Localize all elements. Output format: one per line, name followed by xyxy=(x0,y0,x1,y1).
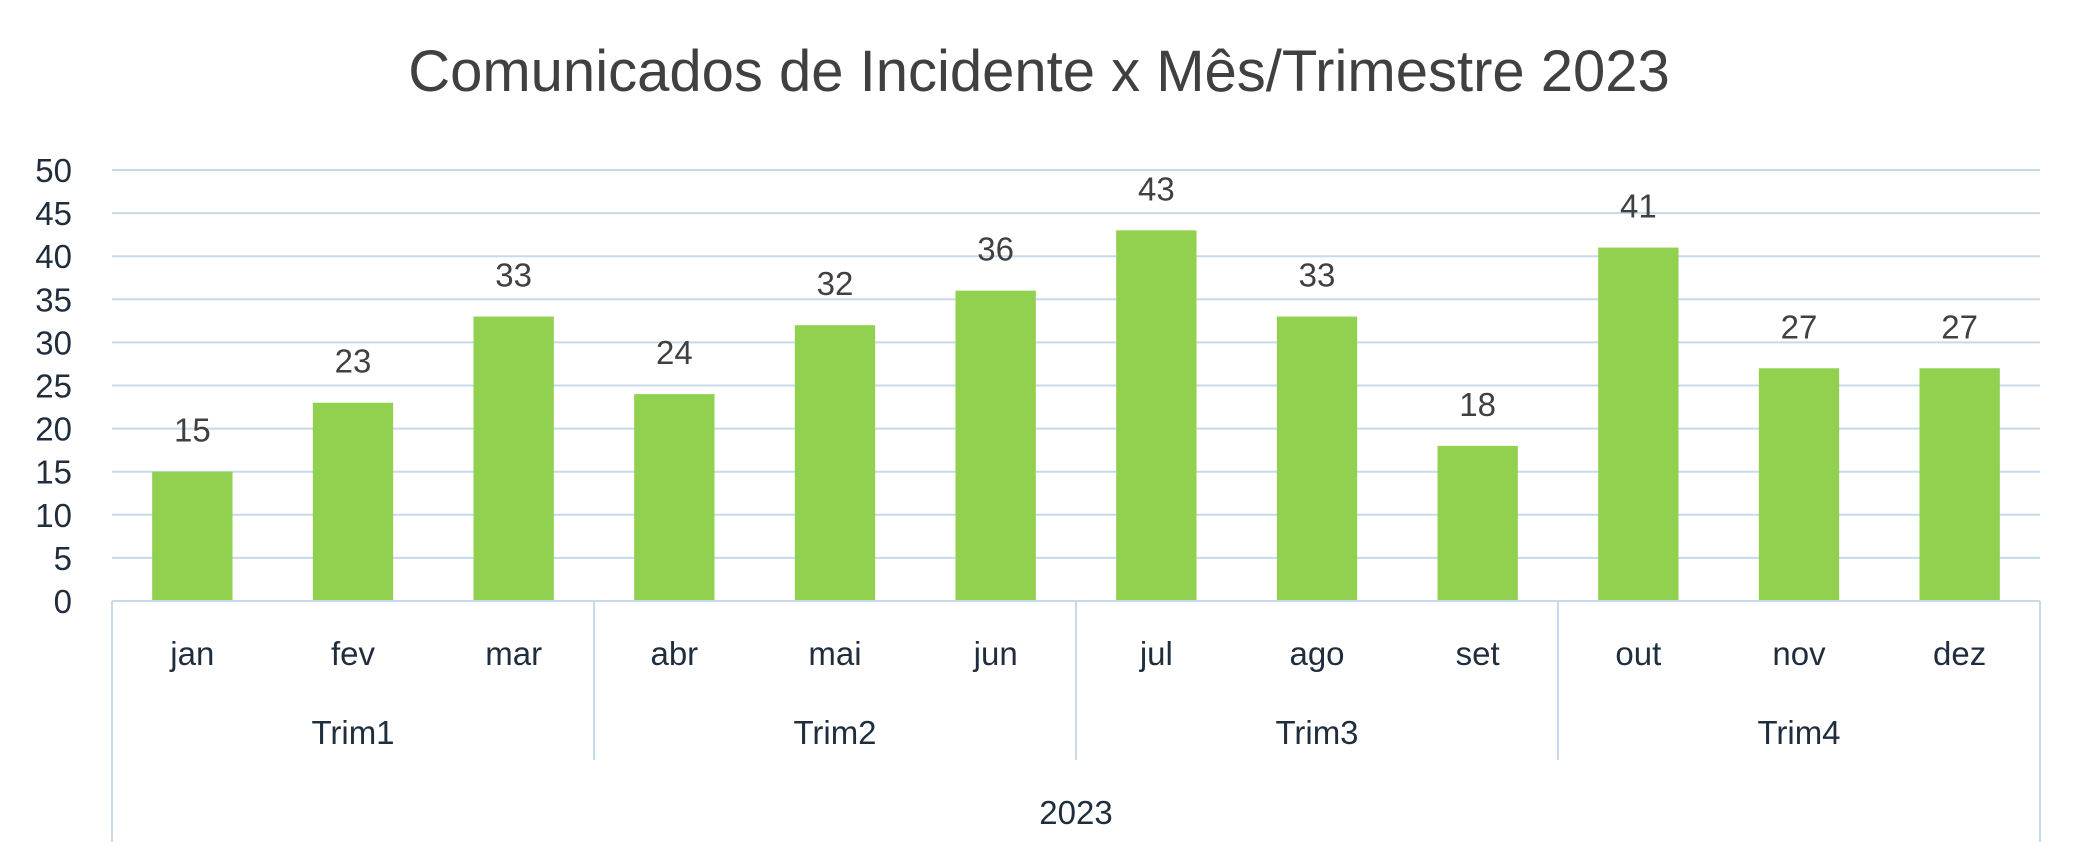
data-label-abr: 24 xyxy=(656,334,693,371)
y-axis-ticks: 0 5 10 15 20 25 30 35 40 45 50 xyxy=(35,152,72,620)
y-tick-label: 0 xyxy=(54,583,72,620)
bar-jul xyxy=(1116,230,1197,601)
x-tick-label-fev: fev xyxy=(331,635,376,672)
bar-ago xyxy=(1276,316,1358,601)
y-tick-label: 30 xyxy=(35,324,72,361)
x-tick-label-out: out xyxy=(1615,635,1661,672)
y-tick-label: 50 xyxy=(35,152,72,189)
y-tick-label: 45 xyxy=(35,195,72,232)
bar-nov xyxy=(1758,368,1840,601)
bars xyxy=(152,230,2000,601)
bar-mar xyxy=(473,316,554,601)
data-label-ago: 33 xyxy=(1299,257,1336,294)
x-tick-label-jan: jan xyxy=(169,635,214,672)
x-tick-label-jul: jul xyxy=(1139,635,1173,672)
y-tick-label: 40 xyxy=(35,238,72,275)
data-label-out: 41 xyxy=(1620,188,1657,225)
data-label-jan: 15 xyxy=(174,412,211,449)
bar-fev xyxy=(312,402,394,601)
data-label-jun: 36 xyxy=(977,231,1014,268)
bar-jun xyxy=(955,290,1036,601)
x-tick-label-jun: jun xyxy=(973,635,1018,672)
x-tick-label-mar: mar xyxy=(485,635,542,672)
quarter-label-Trim2: Trim2 xyxy=(793,714,876,751)
data-label-set: 18 xyxy=(1459,386,1496,423)
data-label-nov: 27 xyxy=(1781,308,1818,345)
quarter-label-Trim3: Trim3 xyxy=(1275,714,1358,751)
x-tick-label-ago: ago xyxy=(1289,635,1344,672)
data-labels: 15 23 33 24 32 36 43 33 18 41 27 27 xyxy=(174,170,1978,448)
data-label-fev: 23 xyxy=(335,343,372,380)
chart-title: Comunicados de Incidente x Mês/Trimestre… xyxy=(408,39,1670,104)
bar-dez xyxy=(1919,368,2000,601)
quarter-label-Trim1: Trim1 xyxy=(311,714,394,751)
y-tick-label: 15 xyxy=(35,454,72,491)
year-label: 2023 xyxy=(1039,794,1112,831)
data-label-dez: 27 xyxy=(1941,308,1978,345)
bar-out xyxy=(1598,247,1679,601)
y-tick-label: 5 xyxy=(54,540,72,577)
y-tick-label: 25 xyxy=(35,368,72,405)
x-tick-label-abr: abr xyxy=(650,635,698,672)
quarter-label-Trim4: Trim4 xyxy=(1757,714,1840,751)
y-tick-label: 35 xyxy=(35,281,72,318)
y-tick-label: 10 xyxy=(35,497,72,534)
category-axis: jan fev mar abr mai jun jul ago set out nov dez Trim… xyxy=(111,600,2041,842)
bar-abr xyxy=(634,394,715,601)
bar-mai xyxy=(794,325,876,601)
x-tick-label-mai: mai xyxy=(808,635,861,672)
gridlines xyxy=(112,169,2040,559)
bar-set xyxy=(1437,445,1518,601)
data-label-mar: 33 xyxy=(495,257,532,294)
x-tick-label-nov: nov xyxy=(1772,635,1826,672)
data-label-jul: 43 xyxy=(1138,170,1175,207)
y-tick-label: 20 xyxy=(35,411,72,448)
x-tick-label-set: set xyxy=(1456,635,1500,672)
x-tick-label-dez: dez xyxy=(1933,635,1986,672)
bar-jan xyxy=(152,471,233,601)
data-label-mai: 32 xyxy=(817,265,854,302)
